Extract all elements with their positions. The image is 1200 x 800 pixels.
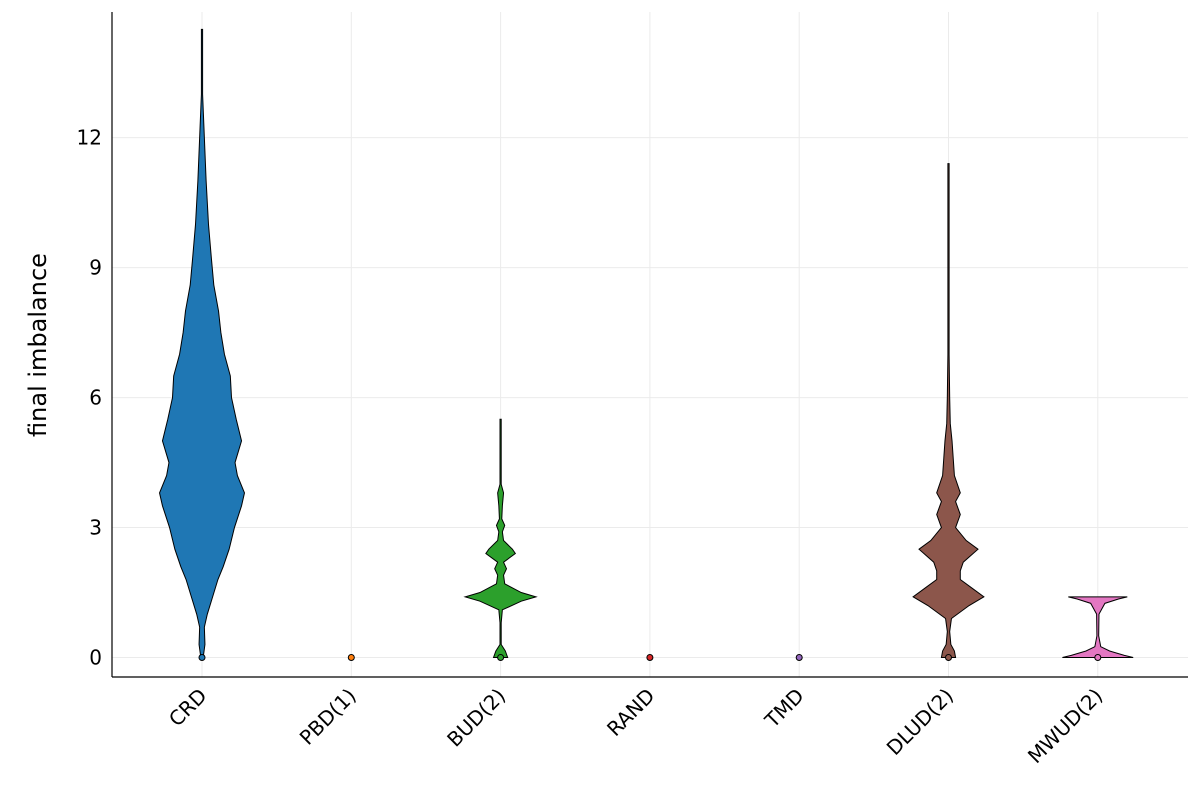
y-tick-label: 9 xyxy=(89,256,102,280)
y-tick-label: 12 xyxy=(77,126,102,150)
median-marker xyxy=(945,654,952,662)
x-tick-label: CRD xyxy=(164,684,212,732)
y-axis-label: final imbalance xyxy=(24,253,52,437)
y-tick-label: 3 xyxy=(89,516,102,540)
x-tick-label: TMD xyxy=(759,684,808,733)
median-marker xyxy=(347,654,355,662)
x-tick-label: PBD(1) xyxy=(295,684,361,750)
violin-dlud2 xyxy=(912,163,985,659)
y-tick-label: 6 xyxy=(89,386,102,410)
x-tick-label: BUD(2) xyxy=(442,684,510,752)
median-marker xyxy=(198,654,206,662)
median-marker xyxy=(795,654,803,662)
violin-bud2 xyxy=(463,418,538,659)
axes xyxy=(111,12,1188,678)
x-tick-label: MWUD(2) xyxy=(1023,684,1107,768)
median-marker xyxy=(1094,654,1102,662)
violins xyxy=(158,28,1134,662)
x-tick-label: DLUD(2) xyxy=(882,684,958,760)
violin-mwud2 xyxy=(1062,596,1134,659)
median-marker xyxy=(497,654,505,662)
grid-lines xyxy=(112,12,1188,677)
y-tick-label: 0 xyxy=(89,646,102,670)
violin-crd xyxy=(158,28,246,659)
median-marker xyxy=(646,654,654,662)
x-tick-label: RAND xyxy=(602,684,659,741)
